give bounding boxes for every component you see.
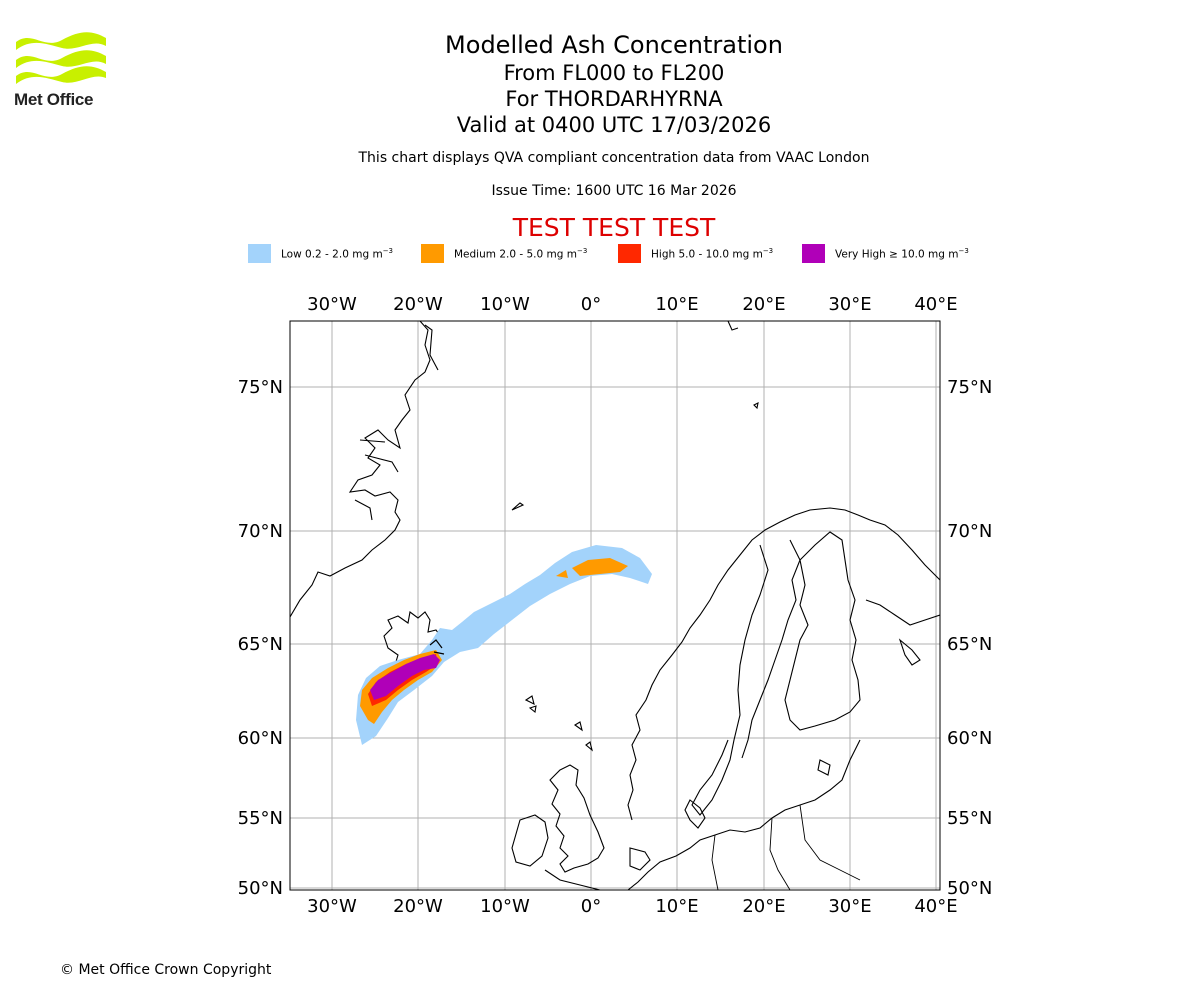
lon-tick-bottom: 20°W bbox=[393, 896, 443, 917]
lat-tick-left: 60°N bbox=[238, 728, 283, 749]
ash-very-high-area bbox=[370, 654, 440, 700]
map-frame-bg bbox=[290, 321, 940, 890]
lat-tick-right: 75°N bbox=[947, 377, 992, 398]
legend-label-very-high: Very High ≥ 10.0 mg m bbox=[835, 248, 959, 261]
legend-label-low: Low 0.2 - 2.0 mg m bbox=[281, 248, 383, 261]
baltic-coast bbox=[627, 739, 861, 890]
axis-tick-labels: 30°W 30°W 20°W 20°W 10°W 10°W 0° 0° 10°E 10°E 20°E… bbox=[238, 294, 993, 917]
lon-tick-bottom: 40°E bbox=[914, 896, 957, 917]
lat-tick-right: 70°N bbox=[947, 521, 992, 542]
lon-tick-bottom: 10°E bbox=[655, 896, 698, 917]
lat-tick-right: 60°N bbox=[947, 728, 992, 749]
lon-tick-top: 30°E bbox=[828, 294, 871, 315]
ash-medium-area-2 bbox=[556, 558, 628, 578]
legend-swatch-medium bbox=[421, 244, 444, 263]
volcano-marker-icon bbox=[429, 639, 445, 655]
qva-note: This chart displays QVA compliant concen… bbox=[358, 150, 870, 166]
legend-swatch-very-high bbox=[802, 244, 825, 263]
concentration-legend: Low 0.2 - 2.0 mg m−3 Medium 2.0 - 5.0 mg… bbox=[248, 244, 1008, 264]
lat-tick-right: 65°N bbox=[947, 634, 992, 655]
lon-tick-bottom: 30°W bbox=[307, 896, 357, 917]
lat-tick-right: 55°N bbox=[947, 808, 992, 829]
ireland-coast bbox=[511, 814, 549, 867]
lon-tick-top: 10°W bbox=[480, 294, 530, 315]
sweden-east-coast bbox=[741, 539, 801, 759]
chart-titles: Modelled Ash Concentration From FL000 to… bbox=[314, 30, 914, 200]
lon-tick-top: 10°E bbox=[655, 294, 698, 315]
met-office-logo: Met Office bbox=[14, 30, 110, 112]
flight-levels: From FL000 to FL200 bbox=[503, 61, 725, 85]
graticule bbox=[290, 321, 940, 890]
lon-tick-bottom: 10°W bbox=[480, 896, 530, 917]
lon-tick-bottom: 0° bbox=[581, 896, 601, 917]
volcano-name: For THORDARHYRNA bbox=[505, 87, 723, 111]
lon-tick-top: 0° bbox=[581, 294, 601, 315]
map-frame bbox=[289, 320, 941, 891]
legend-swatch-high bbox=[618, 244, 641, 263]
lat-tick-right: 50°N bbox=[947, 878, 992, 899]
chart-title: Modelled Ash Concentration bbox=[445, 31, 783, 59]
lon-tick-bottom: 20°E bbox=[742, 896, 785, 917]
lat-tick-left: 70°N bbox=[238, 521, 283, 542]
lon-tick-top: 20°W bbox=[393, 294, 443, 315]
lat-tick-left: 75°N bbox=[238, 377, 283, 398]
britain-coast bbox=[549, 764, 605, 873]
legend-item-high: High 5.0 - 10.0 mg m−3 bbox=[618, 244, 773, 263]
finland-coast bbox=[784, 531, 861, 731]
met-office-wave-icon bbox=[16, 32, 106, 84]
test-banner: TEST TEST TEST bbox=[512, 213, 716, 242]
legend-item-very-high: Very High ≥ 10.0 mg m−3 bbox=[802, 244, 969, 263]
copyright-notice: © Met Office Crown Copyright bbox=[60, 962, 272, 978]
legend-item-low: Low 0.2 - 2.0 mg m−3 bbox=[248, 244, 393, 263]
lat-tick-left: 55°N bbox=[238, 808, 283, 829]
legend-label-high: High 5.0 - 10.0 mg m bbox=[651, 248, 763, 261]
lon-tick-top: 40°E bbox=[914, 294, 957, 315]
logo-text: Met Office bbox=[14, 90, 94, 109]
lon-tick-top: 30°W bbox=[307, 294, 357, 315]
issue-time: Issue Time: 1600 UTC 16 Mar 2026 bbox=[491, 183, 737, 199]
ash-plume bbox=[356, 545, 652, 745]
valid-time: Valid at 0400 UTC 17/03/2026 bbox=[456, 113, 772, 137]
sweden-coast bbox=[691, 544, 769, 816]
legend-swatch-low bbox=[248, 244, 271, 263]
lon-tick-top: 20°E bbox=[742, 294, 785, 315]
lat-tick-left: 50°N bbox=[238, 878, 283, 899]
legend-item-medium: Medium 2.0 - 5.0 mg m−3 bbox=[421, 244, 587, 263]
legend-label-medium: Medium 2.0 - 5.0 mg m bbox=[454, 248, 577, 261]
lat-tick-left: 65°N bbox=[238, 634, 283, 655]
greenland-coast bbox=[290, 321, 431, 618]
lon-tick-bottom: 30°E bbox=[828, 896, 871, 917]
norway-coast bbox=[627, 507, 940, 821]
